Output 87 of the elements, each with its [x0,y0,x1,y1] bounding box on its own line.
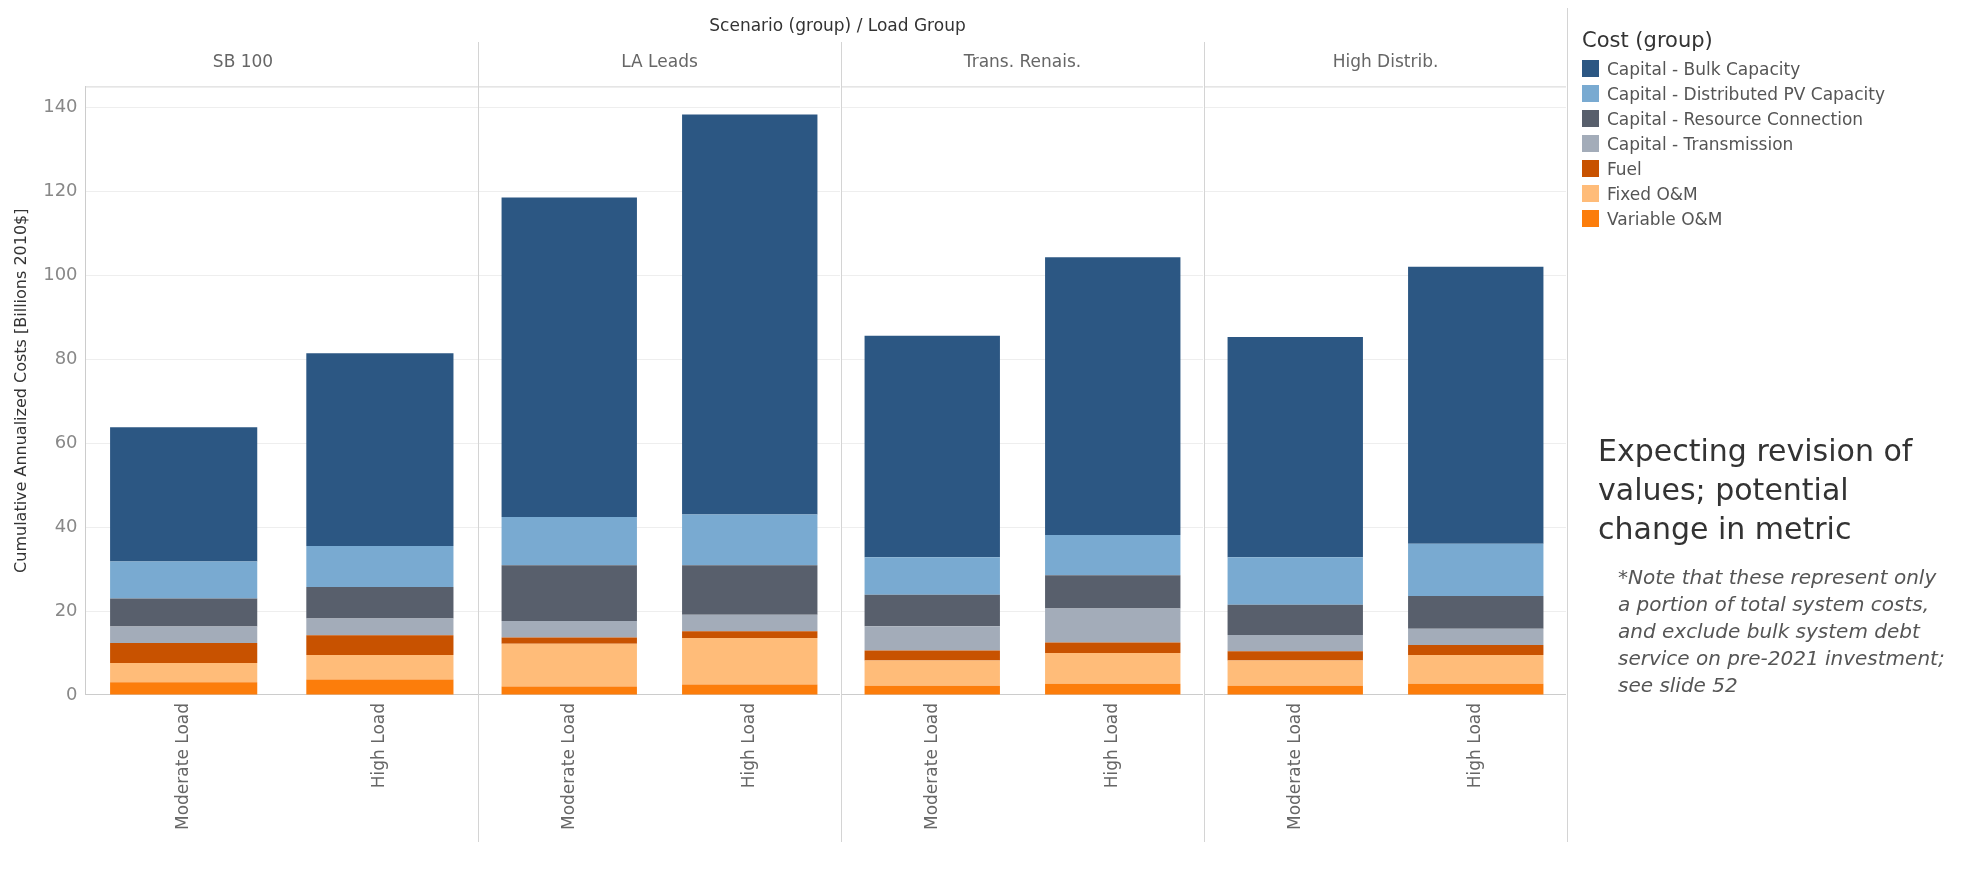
bar [1227,651,1363,661]
bar [110,598,258,627]
legend-title: Cost (group) [1582,28,1714,52]
legend-label: Capital - Transmission [1607,133,1794,154]
y-tick-label: 0 [66,682,78,704]
bar [306,587,454,619]
x-tick-label: High Load [1464,702,1485,789]
bar [1408,683,1544,695]
bar [306,679,454,695]
x-tick-label: Moderate Load [557,702,578,831]
x-tick-label: Moderate Load [920,702,941,831]
bar [864,685,1000,695]
bar [306,353,454,546]
bar [501,517,637,566]
bar [1227,557,1363,605]
y-tick-label: 140 [43,95,78,117]
bar [110,427,258,562]
chart-title: Trans. Renais. [962,50,1082,71]
bar [1045,683,1181,695]
bar [682,614,818,632]
bar [682,565,818,615]
x-tick-label: High Load [738,702,759,789]
bar [1227,685,1363,695]
legend-label: Fuel [1607,158,1642,179]
bar [864,335,1000,558]
bar [501,637,637,644]
bar [1045,257,1181,536]
bar [1045,535,1181,576]
y-tick-label: 20 [54,598,78,620]
bar [682,114,818,515]
chart-title: LA Leads [621,50,698,71]
bar [1045,653,1181,684]
bar [864,650,1000,661]
y-tick-label: 40 [54,514,78,536]
y-tick-label: 60 [54,430,78,452]
bar [682,514,818,566]
text: Expecting revision of values; potential change in metric [1598,432,1914,548]
bar [864,660,1000,686]
bar [1227,604,1363,635]
bar [1227,336,1363,558]
x-tick-label: Moderate Load [1283,702,1304,831]
bar [306,635,454,656]
bar [682,637,818,685]
bar [110,682,258,695]
bar [864,594,1000,627]
bar [110,642,258,664]
x-tick-label: High Load [368,702,389,789]
bar [501,643,637,687]
bar [1408,266,1544,544]
bar [110,626,258,643]
bar [110,663,258,683]
legend-label: Capital - Distributed PV Capacity [1607,83,1886,104]
bar [864,626,1000,651]
bar [864,557,1000,595]
bar [1408,628,1544,646]
chart-title: SB 100 [212,50,274,71]
bar [682,684,818,695]
text: Scenario (group) / Load Group [708,15,967,35]
bar [1045,575,1181,609]
bar [306,545,454,588]
bar [110,561,258,599]
bar [1227,660,1363,686]
bar [306,655,454,680]
bar [1045,642,1181,653]
y-tick-label: 120 [43,179,78,200]
chart-title: High Distrib. [1332,50,1439,71]
bar [682,631,818,638]
legend-label: Variable O&M [1607,208,1723,229]
y-tick-label: 100 [43,262,78,284]
bar [501,621,637,638]
y-axis-title: Cumulative Annualized Costs [Billions 2010$] [10,208,30,573]
legend-label: Capital - Resource Connection [1607,108,1864,129]
bar [1408,595,1544,629]
bar [306,618,454,636]
text: *Note that these represent only a portion of total system costs, and exclude bulk system debt service on pre-2021 investment; see slide 52 [1618,564,1946,699]
legend-label: Fixed O&M [1607,183,1698,204]
x-tick-label: High Load [1101,702,1122,789]
bar [1408,655,1544,684]
bar [1227,634,1363,652]
bar [1408,543,1544,596]
bar [1408,645,1544,656]
x-tick-label: Moderate Load [172,702,193,831]
bar [501,197,637,518]
bar [501,565,637,622]
legend-label: Capital - Bulk Capacity [1607,58,1801,79]
bar [1045,608,1181,643]
y-tick-label: 80 [54,346,78,368]
